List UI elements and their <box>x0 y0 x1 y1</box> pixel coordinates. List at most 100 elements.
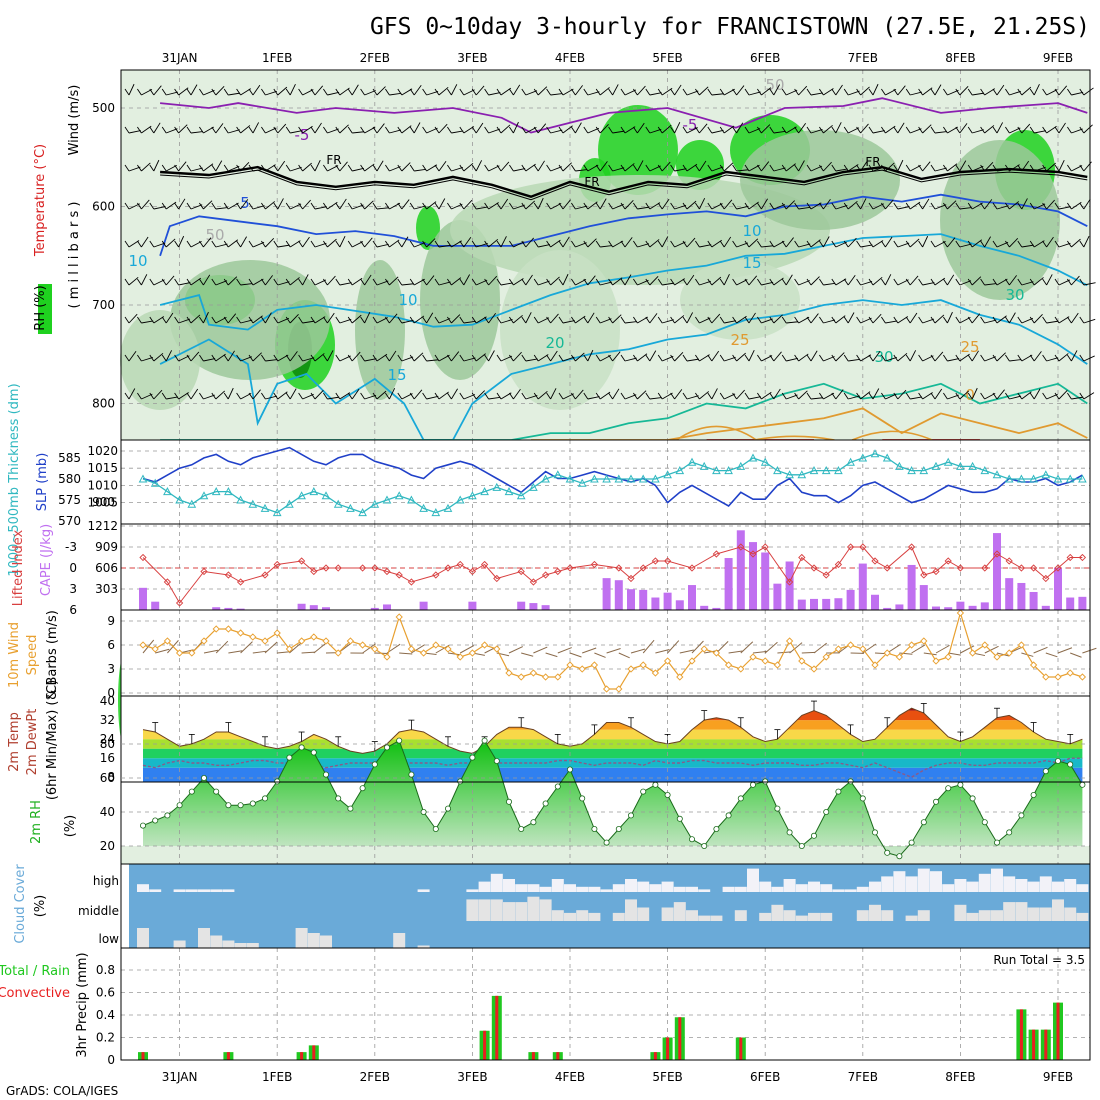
wind-barb <box>624 237 633 248</box>
precip-convective-bar <box>556 1052 560 1060</box>
li-marker <box>334 564 342 572</box>
cape-bar <box>1078 596 1087 610</box>
wind-barb <box>347 392 353 400</box>
thickness-marker <box>346 503 355 512</box>
cloud-cell <box>661 881 674 892</box>
wind-barb <box>583 164 589 172</box>
wind-barb <box>947 358 960 362</box>
wind-barb <box>533 240 539 248</box>
wind-barb <box>959 123 968 134</box>
wind-barb <box>137 202 142 210</box>
wind-barb <box>959 243 972 248</box>
wind-speed-marker <box>371 645 379 653</box>
wind-barb <box>190 167 203 172</box>
wind-barb <box>781 126 787 134</box>
wind-barb <box>773 84 781 96</box>
thickness-marker <box>431 508 441 517</box>
surface-wind-barb <box>582 647 597 654</box>
wind-barb <box>546 202 551 210</box>
wind-barb <box>757 240 762 248</box>
wind-barb <box>488 92 501 96</box>
cloud-cell <box>881 876 894 892</box>
wind-barb <box>980 316 985 324</box>
wind-barb <box>289 388 297 400</box>
wind-barb <box>376 243 389 248</box>
wind-barb <box>352 131 365 134</box>
wind-barb <box>248 240 254 248</box>
wind-barb <box>835 168 848 172</box>
cape-axis-label: CAPE (J/kg) <box>39 524 54 596</box>
wind-barb <box>682 126 688 134</box>
wind-barb <box>798 243 811 248</box>
wind-speed-marker <box>273 629 281 637</box>
cloud-cell <box>954 904 967 921</box>
wind-barb <box>856 126 861 134</box>
wind-barb <box>265 312 272 324</box>
wind-barb <box>835 241 847 248</box>
wind-barb <box>810 276 820 286</box>
thickness-marker <box>821 466 831 475</box>
wind-speed-marker <box>139 641 147 649</box>
cloud-cell <box>625 899 637 921</box>
wind-barb <box>314 242 327 248</box>
wind-barb <box>265 201 276 210</box>
wind-barb <box>211 354 217 362</box>
cloud-cell <box>222 889 235 892</box>
wind-barb <box>496 316 502 324</box>
top-x-tick-label: 9FEB <box>1043 51 1073 65</box>
cape-bar <box>1029 591 1038 610</box>
wind-speed-marker <box>175 649 184 657</box>
wind-barb <box>794 164 799 172</box>
li-tick-label: 0 <box>69 561 77 575</box>
wind-barb <box>699 280 711 286</box>
wind-barb <box>459 316 465 324</box>
wind-barb <box>1042 278 1047 286</box>
wind-barb <box>153 159 160 172</box>
wind-barb <box>757 278 762 286</box>
wind-barb <box>1021 198 1028 210</box>
bottom-x-tick-label: 1FEB <box>262 1070 292 1084</box>
cloud-cell <box>1015 902 1028 921</box>
wind-barb <box>447 278 452 286</box>
wind-barb <box>583 392 589 400</box>
wind-speed-marker <box>688 657 696 665</box>
surface-wind-barb <box>935 644 950 654</box>
wind-barb <box>1054 126 1060 134</box>
wind-speed-marker <box>749 653 757 661</box>
wind-barb <box>897 352 908 362</box>
rh2m-marker <box>615 826 622 833</box>
wind-barb <box>550 129 563 134</box>
wind-barb <box>922 198 930 210</box>
wind-barb <box>922 161 931 172</box>
slp-tick-label: 1015 <box>87 461 118 475</box>
wind-barb <box>450 84 458 96</box>
wind-barb <box>165 275 175 286</box>
wind-barb <box>550 93 563 96</box>
wind-barb <box>186 354 192 362</box>
wind-barb <box>843 202 849 210</box>
wind-barb <box>285 278 291 286</box>
rh2m-marker <box>798 843 805 850</box>
wind-barb <box>401 162 411 172</box>
wind-barb <box>252 389 261 400</box>
wind-barb <box>174 316 179 324</box>
wind-barb <box>732 164 737 172</box>
wind-barb <box>905 164 911 172</box>
wind-barb <box>339 236 346 248</box>
cloud-cell <box>466 889 479 892</box>
surface-wind-barb <box>277 651 291 654</box>
wind-barb <box>335 88 341 96</box>
wind-barb <box>166 128 178 134</box>
wind-barb <box>860 244 873 248</box>
wind-barb <box>806 354 812 362</box>
pressure-tick-label: 900 <box>92 495 115 509</box>
thickness-marker <box>919 466 929 475</box>
wind-barb <box>484 164 489 172</box>
thickness-marker <box>1017 474 1026 483</box>
wind-barb <box>265 238 275 248</box>
wind-barb <box>860 281 873 286</box>
wind-barb <box>943 278 948 286</box>
wind-barb <box>397 164 403 172</box>
wind-barb <box>943 240 948 248</box>
wind-barb <box>773 130 786 134</box>
